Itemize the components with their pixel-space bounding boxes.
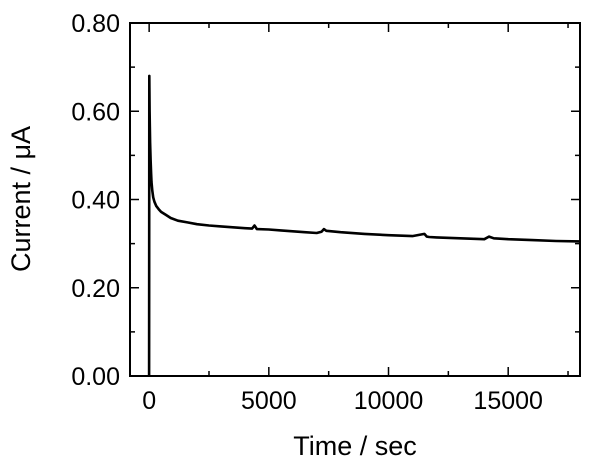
y-tick-label: 0.20 [71, 275, 120, 303]
x-tick-label: 0 [142, 387, 156, 415]
x-tick-label: 10000 [354, 387, 424, 415]
y-axis-tick-labels: 0.00 0.20 0.40 0.60 0.80 [71, 10, 120, 391]
x-axis-ticks [148, 23, 569, 376]
x-axis-tick-labels: 0 5000 10000 15000 [142, 387, 543, 415]
y-tick-label: 0.00 [71, 363, 120, 391]
y-tick-label: 0.80 [71, 10, 120, 38]
series-line [147, 74, 581, 377]
y-axis-ticks [130, 22, 580, 377]
x-axis-title: Time / sec [293, 431, 417, 461]
y-tick-label: 0.40 [71, 187, 120, 215]
y-tick-label: 0.60 [71, 98, 120, 126]
y-axis-title: Current / μA [6, 126, 36, 272]
plot-frame [129, 22, 581, 377]
x-tick-label: 5000 [241, 387, 297, 415]
series-layer [147, 74, 581, 377]
x-tick-label: 15000 [473, 387, 543, 415]
